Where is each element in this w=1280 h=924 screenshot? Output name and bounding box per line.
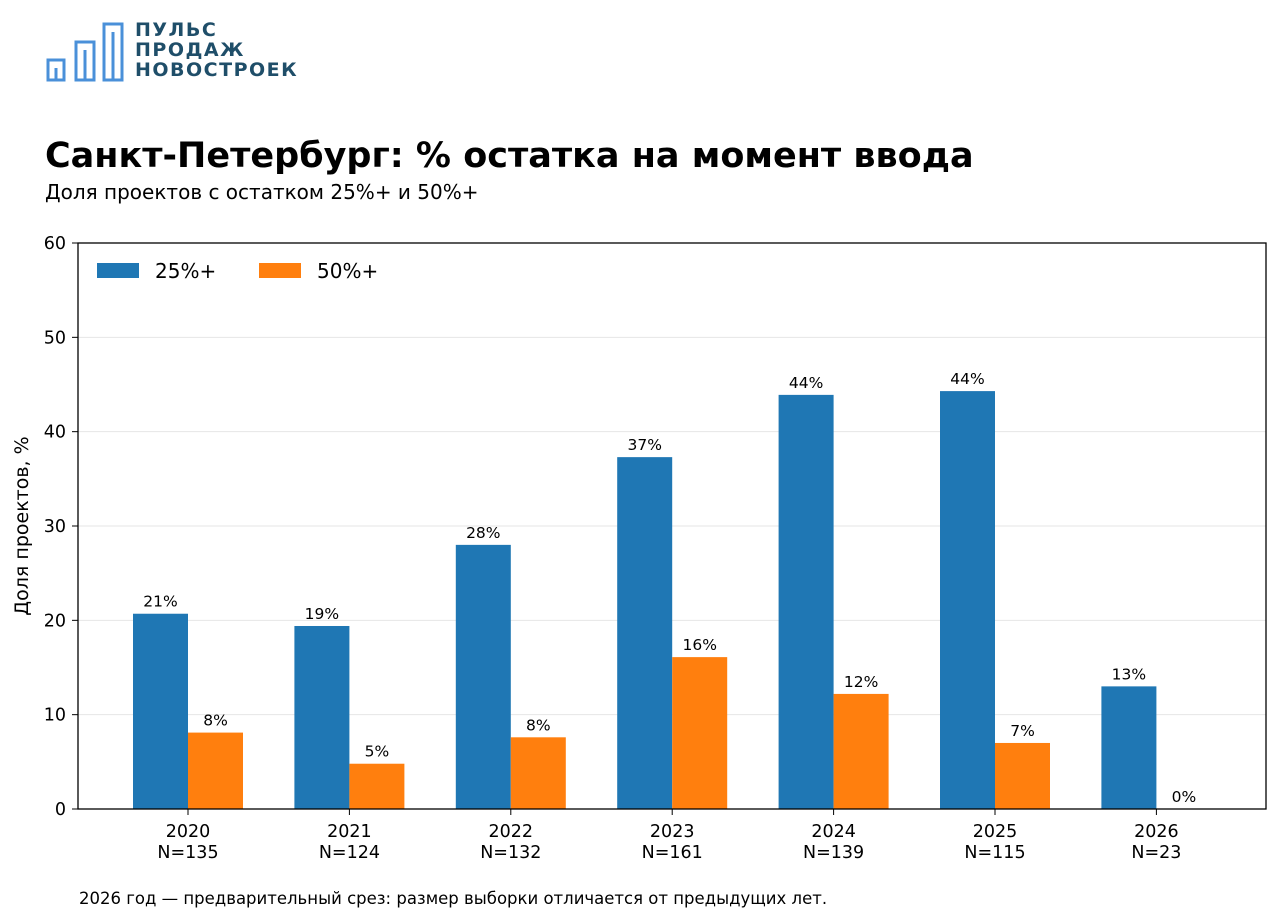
- data-label: 7%: [1010, 722, 1035, 740]
- data-label: 8%: [526, 716, 551, 734]
- data-label: 5%: [365, 743, 390, 761]
- y-tick-label: 10: [44, 706, 66, 726]
- x-tick-label: 2022: [489, 822, 534, 842]
- data-label: 12%: [844, 673, 878, 691]
- data-label: 21%: [143, 593, 177, 611]
- x-tick-label: 2024: [811, 822, 856, 842]
- legend-label: 25%+: [155, 259, 216, 283]
- x-tick-sublabel: N=161: [642, 843, 703, 863]
- y-tick-label: 50: [44, 328, 66, 348]
- x-tick-sublabel: N=135: [157, 843, 218, 863]
- bar-50-2023: [672, 657, 728, 809]
- chart-subtitle: Доля проектов с остатком 25%+ и 50%+: [45, 180, 479, 204]
- x-tick-label: 2025: [973, 822, 1018, 842]
- x-tick-label: 2021: [327, 822, 372, 842]
- footnote: 2026 год — предварительный срез: размер …: [79, 889, 828, 908]
- bar-25-2022: [455, 544, 511, 809]
- logo-line-2: ПРОДАЖ: [135, 39, 245, 61]
- data-label: 44%: [789, 374, 823, 392]
- data-label: 8%: [203, 712, 228, 730]
- bar-50-2025: [995, 742, 1050, 809]
- x-tick-sublabel: N=23: [1131, 843, 1181, 863]
- data-label: 44%: [950, 370, 984, 388]
- y-tick-label: 60: [44, 234, 66, 254]
- bar-25-2024: [778, 394, 834, 809]
- logo-icon: [46, 22, 124, 82]
- x-tick-sublabel: N=132: [480, 843, 541, 863]
- bar-50-2024: [833, 693, 889, 809]
- legend-label: 50%+: [317, 259, 378, 283]
- x-tick-sublabel: N=115: [964, 843, 1025, 863]
- bar-50-2020: [188, 732, 243, 809]
- x-tick-label: 2026: [1134, 822, 1179, 842]
- data-label: 13%: [1112, 665, 1146, 683]
- legend-swatch: [97, 263, 139, 278]
- bar-25-2021: [294, 625, 350, 809]
- logo-line-1: ПУЛЬС: [135, 19, 218, 41]
- data-label: 19%: [305, 605, 339, 623]
- x-tick-label: 2023: [650, 822, 695, 842]
- data-label: 28%: [466, 524, 500, 542]
- logo-text: ПУЛЬС ПРОДАЖ НОВОСТРОЕК: [135, 20, 298, 80]
- x-tick-sublabel: N=124: [319, 843, 380, 863]
- data-label: 0%: [1172, 788, 1197, 806]
- x-tick-sublabel: N=139: [803, 843, 864, 863]
- y-tick-label: 30: [44, 517, 66, 537]
- bar-25-2025: [940, 391, 995, 809]
- data-label: 16%: [682, 636, 716, 654]
- bar-50-2022: [510, 737, 566, 809]
- bar-25-2023: [617, 457, 673, 809]
- y-tick-label: 20: [44, 611, 66, 631]
- y-axis-label: Доля проектов, %: [11, 436, 33, 615]
- chart-title: Санкт-Петербург: % остатка на момент вво…: [45, 136, 974, 176]
- data-label: 37%: [627, 436, 661, 454]
- y-tick-label: 40: [44, 423, 66, 443]
- x-tick-label: 2020: [166, 822, 211, 842]
- logo-line-3: НОВОСТРОЕК: [135, 59, 299, 81]
- y-tick-label: 0: [55, 800, 66, 820]
- bar-50-2021: [349, 763, 405, 809]
- bar-25-2020: [133, 613, 188, 809]
- legend-swatch: [259, 263, 301, 278]
- bar-25-2026: [1101, 686, 1157, 809]
